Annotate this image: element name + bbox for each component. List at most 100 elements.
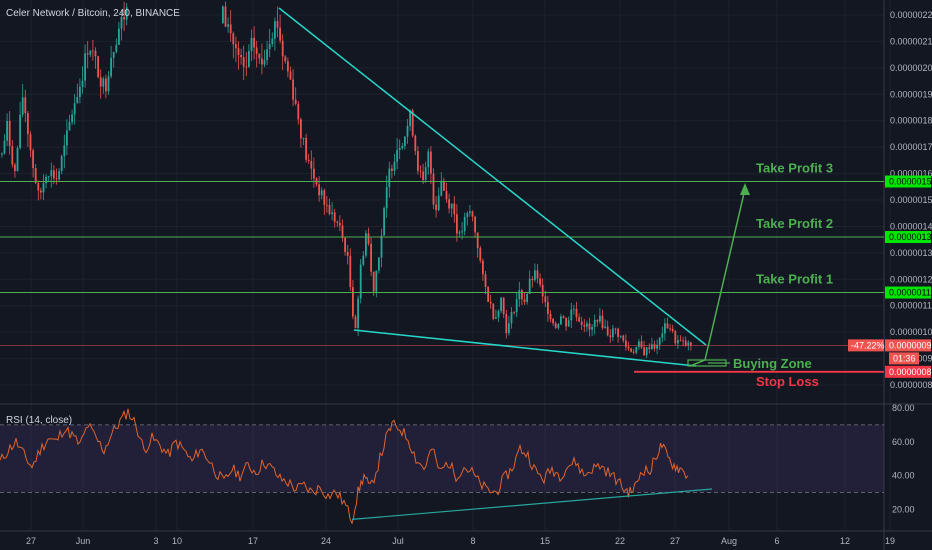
candle[interactable]: [29, 131, 32, 158]
candle[interactable]: [380, 228, 383, 268]
candle[interactable]: [515, 292, 518, 318]
candle[interactable]: [16, 145, 19, 172]
candle[interactable]: [27, 110, 29, 148]
candle[interactable]: [326, 196, 328, 213]
candle[interactable]: [352, 280, 354, 320]
candle[interactable]: [669, 324, 671, 332]
candle[interactable]: [437, 187, 440, 212]
candle[interactable]: [430, 146, 432, 184]
candle[interactable]: [281, 34, 284, 71]
candle[interactable]: [450, 203, 453, 218]
candle[interactable]: [284, 55, 287, 64]
candle[interactable]: [401, 142, 404, 150]
candle[interactable]: [414, 134, 417, 156]
candle[interactable]: [544, 290, 547, 308]
candle[interactable]: [271, 32, 274, 47]
candle[interactable]: [89, 50, 92, 57]
candle[interactable]: [661, 326, 664, 343]
candle[interactable]: [37, 180, 40, 201]
candle[interactable]: [302, 137, 305, 146]
time-axis[interactable]: 27 Jun 3 10 17 24 Jul 8 15 22 27 Aug 6 12 19: [26, 536, 895, 546]
candle[interactable]: [92, 40, 94, 61]
rsi-line[interactable]: [0, 408, 689, 525]
candles[interactable]: [1, 1, 692, 359]
candle[interactable]: [664, 318, 666, 341]
candle[interactable]: [648, 343, 651, 354]
candle[interactable]: [328, 198, 331, 216]
candle[interactable]: [250, 29, 253, 62]
candle[interactable]: [463, 212, 466, 236]
candle[interactable]: [497, 309, 500, 323]
candle[interactable]: [531, 276, 534, 288]
candle[interactable]: [235, 36, 237, 63]
candle[interactable]: [375, 270, 378, 298]
candle[interactable]: [674, 329, 677, 346]
candle[interactable]: [365, 230, 367, 259]
candle[interactable]: [448, 193, 450, 214]
candle[interactable]: [97, 55, 99, 79]
candle[interactable]: [513, 311, 515, 315]
candle[interactable]: [487, 285, 489, 302]
candle[interactable]: [432, 168, 435, 210]
candle[interactable]: [424, 161, 427, 184]
candle[interactable]: [50, 162, 53, 188]
candle[interactable]: [479, 245, 482, 263]
candle[interactable]: [125, 2, 128, 26]
candle[interactable]: [671, 324, 674, 334]
candle[interactable]: [453, 196, 456, 223]
candle[interactable]: [690, 341, 692, 351]
candle[interactable]: [521, 288, 523, 305]
candle[interactable]: [42, 174, 45, 201]
candle[interactable]: [71, 109, 73, 125]
candle[interactable]: [489, 294, 492, 309]
candle[interactable]: [253, 26, 255, 60]
candle[interactable]: [456, 204, 458, 242]
candle[interactable]: [318, 176, 320, 202]
candle[interactable]: [422, 163, 424, 185]
candle[interactable]: [596, 319, 599, 327]
candle[interactable]: [640, 335, 643, 349]
candle[interactable]: [502, 297, 505, 319]
candle[interactable]: [599, 308, 601, 324]
candle[interactable]: [60, 154, 63, 175]
candle[interactable]: [440, 172, 443, 197]
candle[interactable]: [105, 74, 107, 99]
candle[interactable]: [583, 318, 586, 333]
candle[interactable]: [567, 316, 570, 328]
candle[interactable]: [66, 119, 68, 155]
candle[interactable]: [588, 317, 591, 337]
candle[interactable]: [266, 40, 268, 66]
candle[interactable]: [279, 14, 281, 44]
candle[interactable]: [492, 303, 495, 321]
candle[interactable]: [406, 118, 409, 144]
candle[interactable]: [1, 152, 3, 158]
candle[interactable]: [24, 89, 27, 123]
candle[interactable]: [118, 22, 120, 46]
candle[interactable]: [523, 292, 526, 305]
candle[interactable]: [466, 211, 469, 226]
candle[interactable]: [617, 327, 619, 343]
candle[interactable]: [677, 335, 679, 349]
candle[interactable]: [287, 57, 289, 78]
candle[interactable]: [99, 69, 102, 99]
candle[interactable]: [110, 45, 112, 79]
candle[interactable]: [606, 320, 609, 337]
wedge-lower-trendline[interactable]: [353, 329, 697, 367]
candle[interactable]: [237, 41, 240, 70]
candle[interactable]: [580, 316, 583, 331]
candle[interactable]: [554, 321, 557, 330]
candle[interactable]: [536, 264, 539, 284]
candle[interactable]: [300, 117, 302, 148]
candle[interactable]: [495, 309, 497, 319]
candle[interactable]: [229, 10, 232, 42]
candle[interactable]: [370, 237, 372, 277]
candle[interactable]: [435, 195, 437, 218]
candle[interactable]: [55, 168, 58, 185]
candle[interactable]: [541, 278, 544, 304]
candle[interactable]: [292, 69, 294, 107]
candle[interactable]: [94, 47, 97, 69]
candle[interactable]: [383, 206, 385, 236]
candle[interactable]: [58, 167, 60, 183]
candle[interactable]: [601, 309, 604, 331]
candle[interactable]: [539, 273, 541, 288]
